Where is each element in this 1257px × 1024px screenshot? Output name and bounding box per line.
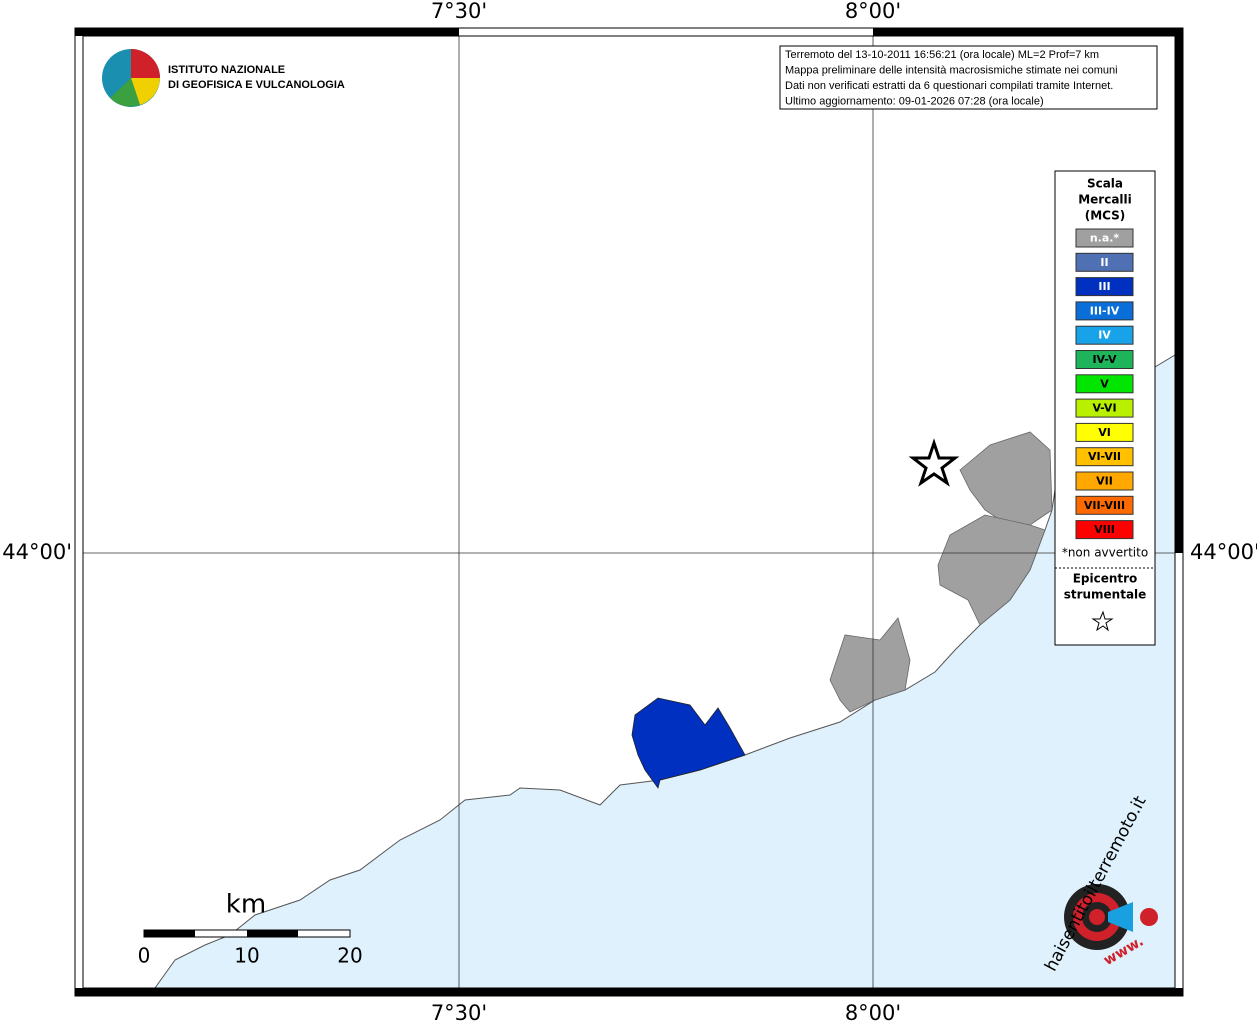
legend-swatch — [1075, 277, 1134, 297]
legend-swatch — [1075, 228, 1134, 248]
legend-swatch — [1075, 495, 1134, 515]
info-line: Ultimo aggiornamento: 09-01-2026 07:28 (… — [785, 95, 1044, 107]
legend-label: III — [1098, 280, 1110, 293]
legend-swatch — [1075, 252, 1134, 272]
institute-name: DI GEOFISICA E VULCANOLOGIA — [168, 79, 345, 91]
info-line: Terremoto del 13-10-2011 16:56:21 (ora l… — [785, 49, 1099, 61]
lat-label: 44°00' — [1190, 540, 1257, 564]
lon-label: 8°00' — [845, 1001, 901, 1024]
info-line: Dati non verificati estratti da 6 questi… — [785, 80, 1113, 92]
scale-tick: 20 — [337, 944, 362, 968]
municipality-na — [829, 617, 911, 713]
legend-label: VII-VIII — [1084, 499, 1125, 512]
legend-title: (MCS) — [1085, 209, 1126, 223]
legend-label: VII — [1096, 475, 1113, 488]
legend-label: VI — [1098, 426, 1111, 439]
legend-label: VI-VII — [1088, 450, 1121, 463]
legend-label: n.a.* — [1090, 232, 1120, 245]
scale-bar — [143, 929, 351, 938]
scale-tick: 10 — [234, 944, 259, 968]
legend-label: V — [1100, 377, 1109, 390]
municipality-na — [959, 431, 1053, 526]
badge-logo — [1064, 884, 1158, 950]
municipality-na — [937, 514, 1046, 626]
epicenter-star — [908, 438, 960, 487]
legend-title: Scala — [1087, 177, 1123, 191]
legend-swatch — [1075, 374, 1134, 394]
lon-label: 7°30' — [431, 1001, 487, 1024]
info-line: Mappa preliminare delle intensità macros… — [785, 64, 1118, 76]
lat-label: 44°00' — [2, 540, 72, 564]
legend-epicenter: strumentale — [1064, 588, 1147, 602]
lon-label: 8°00' — [845, 0, 901, 23]
institute-logo — [102, 49, 160, 107]
legend-star — [1091, 610, 1114, 632]
legend-swatch — [1075, 520, 1134, 540]
legend-label: VIII — [1094, 523, 1115, 536]
legend-swatch — [1075, 325, 1134, 345]
legend-label: III-IV — [1090, 304, 1120, 317]
legend-title: Mercalli — [1078, 193, 1132, 207]
legend-note: *non avvertito — [1062, 546, 1148, 560]
legend-swatch — [1075, 422, 1134, 442]
frame — [74, 27, 1184, 997]
legend-swatch — [1075, 301, 1134, 321]
scale-tick: 0 — [138, 944, 151, 968]
legend-swatch — [1075, 471, 1134, 491]
legend-swatch — [1075, 350, 1134, 369]
lon-label: 7°30' — [431, 0, 487, 23]
legend-swatch — [1075, 398, 1134, 418]
municipality-iii — [631, 697, 746, 789]
legend-label: II — [1100, 256, 1108, 269]
scale-unit: km — [226, 890, 266, 920]
legend-swatch — [1075, 447, 1134, 467]
legend-epicenter: Epicentro — [1073, 572, 1138, 586]
institute-name: ISTITUTO NAZIONALE — [168, 64, 285, 76]
info-box — [779, 45, 1158, 110]
legend-label: IV — [1098, 329, 1111, 342]
legend-label: V-VI — [1092, 402, 1116, 415]
legend-label: IV-V — [1092, 353, 1117, 366]
